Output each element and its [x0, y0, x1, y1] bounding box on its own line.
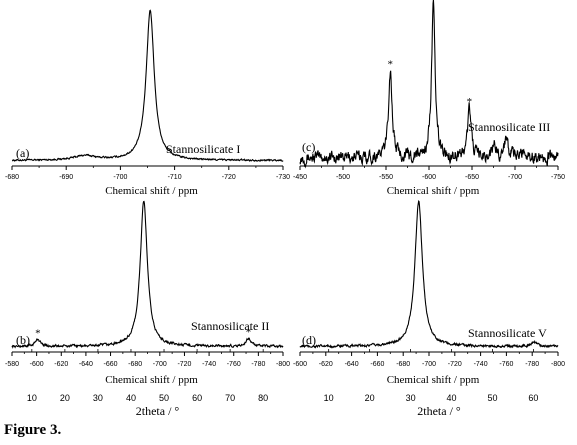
x-tick-label: -660 [104, 361, 118, 368]
x-tick-label: -600 [30, 361, 44, 368]
secondary-axis-label: 2theta / ° [136, 404, 180, 418]
secondary-tick-label: 20 [365, 393, 375, 403]
spectrum-line [11, 9, 284, 162]
figure-caption: Figure 3. [4, 422, 62, 438]
impurity-star-marker: * [467, 96, 473, 108]
x-tick-label: -720 [177, 361, 191, 368]
secondary-tick-label: 30 [406, 393, 416, 403]
x-tick-label: -720 [222, 174, 236, 181]
x-tick-label: -710 [168, 174, 182, 181]
nmr-panel-3: -580 -600 -620 -640 -660 -680 -700 -720 -740 -760… [5, 200, 290, 418]
x-tick-label: -700 [113, 174, 127, 181]
x-tick-label: -620 [54, 361, 68, 368]
x-tick-label: -650 [465, 174, 479, 181]
x-axis-label: Chemical shift / ppm [387, 374, 480, 386]
x-tick-label: -730 [276, 174, 290, 181]
x-axis-label: Chemical shift / ppm [387, 185, 480, 197]
secondary-tick-label: 80 [258, 393, 268, 403]
x-tick-label: -800 [551, 361, 565, 368]
secondary-tick-label: 40 [126, 393, 136, 403]
x-tick-label: -500 [336, 174, 350, 181]
x-tick-label: -700 [508, 174, 522, 181]
x-axis-label: Chemical shift / ppm [105, 374, 198, 386]
panel-label: (c) [302, 140, 315, 154]
x-tick-label: -740 [474, 361, 488, 368]
secondary-tick-label: 60 [192, 393, 202, 403]
x-tick-label: -680 [128, 361, 142, 368]
x-tick-label: -600 [422, 174, 436, 181]
secondary-tick-label: 40 [447, 393, 457, 403]
spectrum-line [299, 199, 559, 349]
secondary-axis-label: 2theta / ° [417, 404, 461, 418]
panel-label: (b) [16, 333, 30, 347]
x-tick-label: -640 [79, 361, 93, 368]
x-tick-label: -740 [202, 361, 216, 368]
spectrum-line [11, 200, 284, 349]
x-tick-label: -700 [422, 361, 436, 368]
x-tick-label: -700 [153, 361, 167, 368]
impurity-star-marker: * [35, 327, 41, 339]
x-tick-label: -750 [551, 174, 565, 181]
x-tick-label: -800 [276, 361, 290, 368]
secondary-tick-label: 10 [27, 393, 37, 403]
panel-label: (d) [302, 333, 316, 347]
x-tick-label: -620 [319, 361, 333, 368]
sample-annotation: Stannosilicate I [166, 142, 240, 156]
secondary-tick-label: 50 [159, 393, 169, 403]
nmr-panel-2: -450 -500 -550 -600 -650 -700 -750 Chemical shi… [293, 0, 565, 197]
nmr-panel-1: -680 -690 -700 -710 -720 -730 Chemical shift /… [5, 9, 290, 197]
sample-annotation: Stannosilicate III [468, 120, 550, 134]
secondary-tick-label: 50 [487, 393, 497, 403]
x-tick-label: -780 [251, 361, 265, 368]
impurity-star-marker: * [246, 327, 252, 339]
x-tick-label: -640 [345, 361, 359, 368]
x-tick-label: -680 [5, 174, 19, 181]
secondary-tick-label: 10 [324, 393, 334, 403]
secondary-tick-label: 60 [528, 393, 538, 403]
x-tick-label: -580 [5, 361, 19, 368]
panel-label: (a) [16, 146, 29, 160]
sample-annotation: Stannosilicate II [191, 319, 269, 333]
spectrum-line [299, 0, 559, 169]
impurity-star-marker: * [388, 59, 394, 71]
x-tick-label: -600 [293, 361, 307, 368]
x-tick-label: -780 [525, 361, 539, 368]
x-tick-label: -690 [59, 174, 73, 181]
secondary-tick-label: 70 [225, 393, 235, 403]
x-tick-label: -660 [370, 361, 384, 368]
x-tick-label: -720 [448, 361, 462, 368]
secondary-tick-label: 20 [60, 393, 70, 403]
x-tick-label: -450 [293, 174, 307, 181]
sample-annotation: Stannosilicate V [468, 326, 547, 340]
x-tick-label: -680 [396, 361, 410, 368]
x-tick-label: -550 [379, 174, 393, 181]
secondary-tick-label: 30 [93, 393, 103, 403]
x-tick-label: -760 [227, 361, 241, 368]
x-axis-label: Chemical shift / ppm [105, 185, 198, 197]
x-tick-label: -760 [499, 361, 513, 368]
nmr-panel-4: -600 -620 -640 -660 -680 -700 -720 -740 -760 -780… [293, 199, 565, 418]
